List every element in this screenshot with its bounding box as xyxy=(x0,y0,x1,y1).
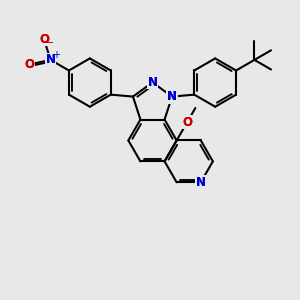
Text: N: N xyxy=(46,53,56,66)
Text: N: N xyxy=(196,176,206,189)
Text: N: N xyxy=(196,176,206,189)
Text: N: N xyxy=(167,90,177,103)
Text: N: N xyxy=(167,90,177,103)
Text: N: N xyxy=(148,76,158,89)
Text: N: N xyxy=(167,90,177,103)
Text: O: O xyxy=(24,58,34,71)
Text: O: O xyxy=(39,33,49,46)
Text: O: O xyxy=(182,116,192,129)
Text: O: O xyxy=(182,116,192,129)
Text: +: + xyxy=(52,50,60,60)
Text: N: N xyxy=(148,76,158,89)
Text: O: O xyxy=(39,33,49,46)
Text: O: O xyxy=(24,58,34,71)
Text: N: N xyxy=(46,53,56,66)
Text: −: − xyxy=(44,38,54,49)
